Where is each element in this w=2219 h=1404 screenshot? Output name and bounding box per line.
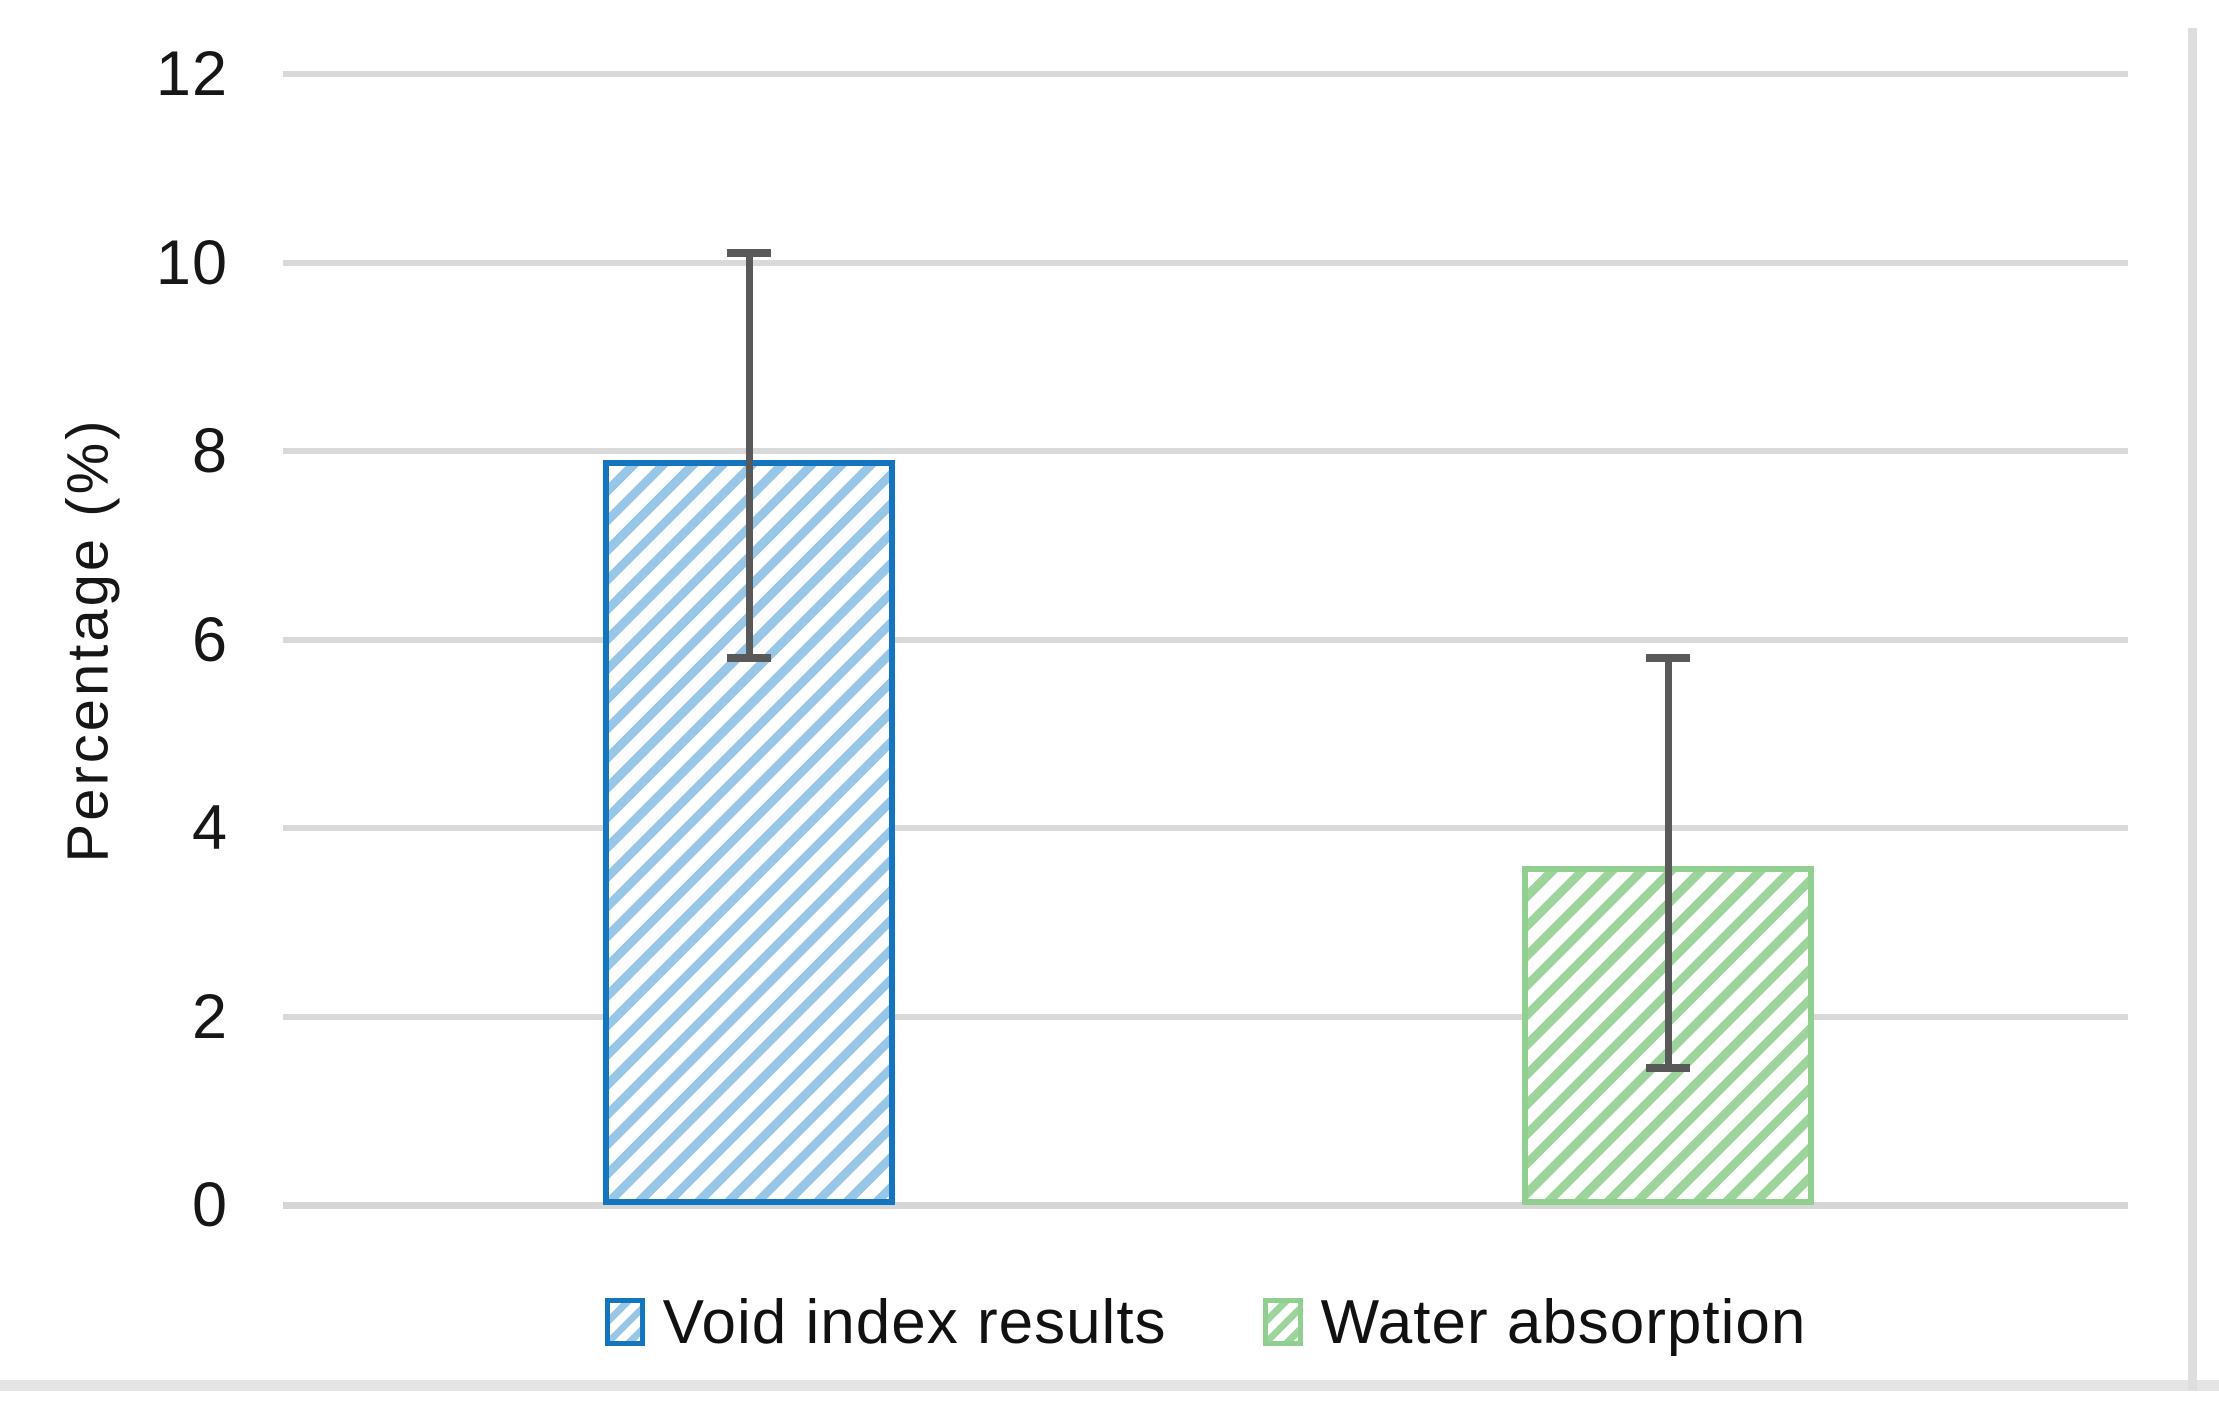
y-tick-label-0: 0 bbox=[191, 1170, 228, 1240]
gridline-y-12 bbox=[283, 71, 2128, 77]
y-tick-label-4: 4 bbox=[191, 793, 228, 863]
gridline-y-0 bbox=[283, 1202, 2128, 1209]
legend-item-water-absorption: Water absorption bbox=[1262, 1287, 1807, 1358]
void-index-swatch-icon bbox=[604, 1298, 645, 1346]
gridline-y-6 bbox=[283, 636, 2128, 643]
y-tick-label-10: 10 bbox=[155, 227, 228, 298]
y-axis-title: Percentage (%) bbox=[55, 417, 121, 863]
legend-item-void-index: Void index results bbox=[604, 1287, 1167, 1358]
y-tick-label-12: 12 bbox=[155, 39, 228, 109]
gridline-y-8 bbox=[283, 448, 2128, 454]
legend-label-void-index: Void index results bbox=[662, 1287, 1167, 1357]
error-bar-void-index-results bbox=[746, 253, 753, 659]
y-tick-label-2: 2 bbox=[191, 981, 228, 1052]
figure-border-right bbox=[2188, 28, 2197, 1391]
gridline-y-2 bbox=[283, 1013, 2128, 1020]
legend: Void index results Water absorption bbox=[283, 1286, 2128, 1358]
gridline-y-4 bbox=[283, 825, 2128, 831]
error-bar-cap-top-water-absorption bbox=[1646, 654, 1690, 663]
error-bar-water-absorption bbox=[1665, 658, 1672, 1069]
error-bar-cap-top-void-index-results bbox=[727, 249, 771, 258]
gridline-y-10 bbox=[283, 259, 2128, 266]
y-tick-label-8: 8 bbox=[191, 416, 228, 486]
legend-label-water-absorption: Water absorption bbox=[1320, 1287, 1807, 1357]
y-tick-label-6: 6 bbox=[191, 604, 228, 675]
water-absorption-swatch-icon bbox=[1262, 1298, 1303, 1346]
error-bar-cap-bottom-water-absorption bbox=[1646, 1064, 1690, 1073]
error-bar-cap-bottom-void-index-results bbox=[727, 654, 771, 663]
figure-border-bottom bbox=[0, 1380, 2219, 1391]
